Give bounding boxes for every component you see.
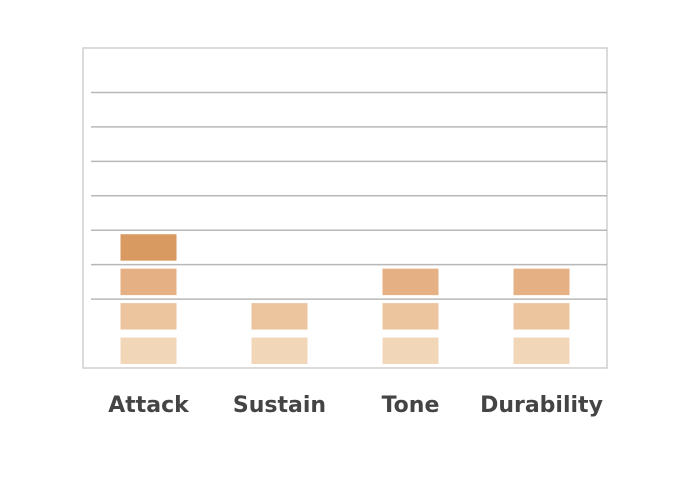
bar-segment	[251, 337, 308, 364]
x-tick-label: Durability	[480, 393, 603, 418]
x-tick-label: Tone	[382, 393, 440, 418]
x-tick-label: Sustain	[233, 393, 326, 418]
bar-segment	[382, 303, 439, 330]
x-tick-label: Attack	[108, 393, 190, 418]
bar-segment	[120, 337, 177, 364]
bar	[120, 234, 177, 364]
bar-segment	[513, 337, 570, 364]
bar	[382, 268, 439, 364]
bar-segment	[251, 303, 308, 330]
bar-segment	[120, 303, 177, 330]
bar-segment	[513, 303, 570, 330]
bar-segment	[513, 268, 570, 296]
plot-frame	[82, 47, 608, 369]
bar-segment	[120, 268, 177, 296]
bar-segment	[382, 337, 439, 364]
bar	[513, 268, 570, 364]
bar-segment	[120, 234, 177, 261]
bar	[251, 303, 308, 364]
bar-segment	[382, 268, 439, 296]
